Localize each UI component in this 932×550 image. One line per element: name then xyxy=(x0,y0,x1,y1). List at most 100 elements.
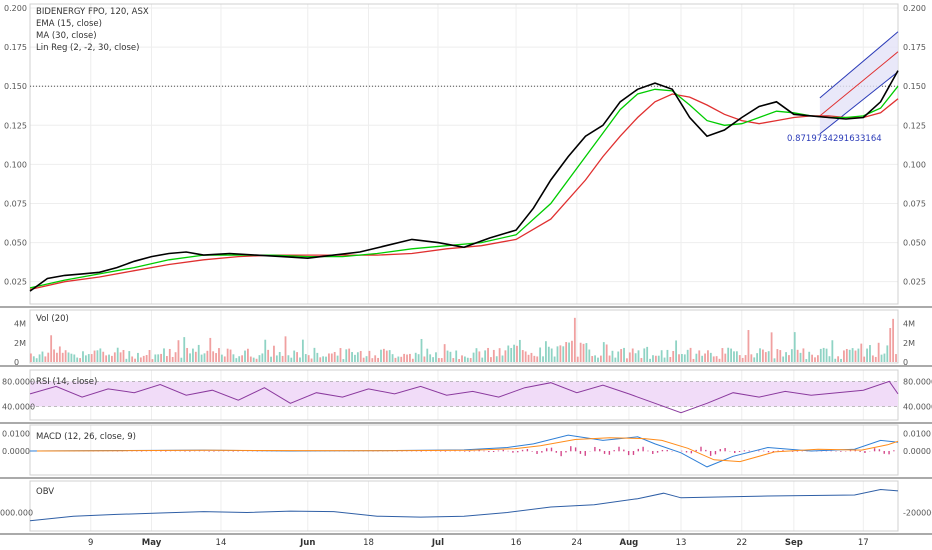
macd-histogram-bar xyxy=(883,451,885,454)
volume-bar xyxy=(461,355,463,362)
volume-bar xyxy=(840,358,842,362)
price-panel[interactable] xyxy=(29,31,899,292)
macd-histogram-bar xyxy=(574,447,577,452)
volume-bar xyxy=(527,354,530,362)
volume-bar xyxy=(819,348,822,362)
macd-histogram-bar xyxy=(714,451,717,455)
volume-bar xyxy=(333,351,336,362)
macd-histogram-bar xyxy=(541,451,543,453)
volume-bar xyxy=(258,355,261,362)
volume-bar xyxy=(793,332,796,362)
volume-bar xyxy=(168,348,171,362)
volume-bar xyxy=(834,358,837,362)
volume-bar xyxy=(767,351,770,362)
volume-bar xyxy=(831,340,834,362)
volume-bar xyxy=(122,349,125,362)
volume-bar xyxy=(64,350,67,362)
macd-histogram-bar xyxy=(454,450,456,452)
volume-bar xyxy=(128,351,131,362)
x-tick-label: May xyxy=(142,538,162,548)
volume-bar xyxy=(354,354,356,362)
volume-bar xyxy=(426,348,429,362)
volume-bar xyxy=(356,352,359,362)
volume-bar xyxy=(634,353,637,362)
volume-panel[interactable] xyxy=(30,317,897,362)
volume-bar xyxy=(547,346,550,362)
volume-bar xyxy=(718,358,721,362)
volume-bar xyxy=(362,357,365,362)
volume-bar xyxy=(559,345,562,362)
macd-histogram-bar xyxy=(565,451,567,453)
volume-bar xyxy=(455,350,458,362)
volume-bar xyxy=(654,355,657,362)
volume-bar xyxy=(310,358,313,362)
volume-bar xyxy=(649,358,651,362)
volume-bar xyxy=(683,354,686,362)
volume-bar xyxy=(319,357,322,362)
macd-histogram-bar xyxy=(709,451,712,456)
y-tick-label-right: 0.075 xyxy=(903,199,926,208)
volume-bar xyxy=(620,349,623,362)
volume-bar xyxy=(550,348,553,362)
volume-bar xyxy=(420,338,423,362)
legend-ema: EMA (15, close) xyxy=(36,19,102,29)
volume-bar xyxy=(148,350,151,362)
volume-bar xyxy=(877,342,880,362)
macd-histogram-bar xyxy=(840,451,842,452)
macd-histogram-bar xyxy=(782,450,784,452)
volume-bar xyxy=(304,354,307,362)
y-tick-label-left: 0.100 xyxy=(4,160,27,169)
volume-bar xyxy=(348,348,351,362)
x-axis-ticks: 9 May 14 Jun 18 Jul 16 24 Aug 13 22 Sep 17 xyxy=(88,538,869,548)
volume-bar xyxy=(296,352,298,362)
volume-bar xyxy=(400,356,403,362)
y-tick-label-right: 0.025 xyxy=(903,278,926,287)
macd-histogram-bar xyxy=(603,451,606,454)
volume-bar xyxy=(93,350,96,362)
legend-rsi: RSI (14, close) xyxy=(36,377,97,387)
volume-bar xyxy=(56,352,58,362)
volume-bar xyxy=(313,347,316,362)
volume-bar xyxy=(194,351,197,362)
rsi-panel[interactable] xyxy=(29,380,899,414)
volume-bar xyxy=(67,352,70,362)
macd-histogram-bar xyxy=(497,450,500,452)
obv-panel[interactable] xyxy=(29,488,899,522)
y-tick-label-right: 0.200 xyxy=(903,4,926,13)
volume-bar xyxy=(530,352,533,362)
volume-bar xyxy=(365,356,368,362)
volume-bar xyxy=(776,349,779,362)
volume-bar xyxy=(759,348,761,362)
volume-bar xyxy=(466,357,469,362)
legend-ma: MA (30, close) xyxy=(36,31,97,41)
volume-bar xyxy=(388,350,391,362)
linreg-channel-fill xyxy=(819,31,898,134)
macd-histogram-bar xyxy=(849,450,852,452)
volume-bar xyxy=(215,353,217,362)
volume-bar xyxy=(490,357,492,362)
macd-histogram-bar xyxy=(478,450,480,452)
volume-bar xyxy=(542,356,544,362)
macd-histogram-bar xyxy=(488,451,490,453)
macd-histogram-bar xyxy=(521,449,524,452)
volume-bar xyxy=(397,356,400,362)
volume-bar xyxy=(32,356,35,362)
macd-histogram-bar xyxy=(681,450,683,452)
linreg-lower xyxy=(819,71,899,135)
macd-histogram-bar xyxy=(724,448,726,452)
macd-histogram-bar xyxy=(531,451,533,452)
y-tick-label-right: 4M xyxy=(903,320,915,329)
volume-bar xyxy=(96,350,99,362)
volume-bar xyxy=(802,348,805,362)
macd-panel[interactable] xyxy=(29,434,899,468)
volume-bar xyxy=(82,351,84,362)
macd-histogram-bar xyxy=(632,451,635,455)
volume-bar xyxy=(646,346,649,362)
macd-histogram-bar xyxy=(599,448,601,452)
macd-histogram-bar xyxy=(719,449,721,452)
linreg-annotation: 0.8719734291633164 xyxy=(787,134,882,144)
volume-bar xyxy=(516,345,518,362)
volume-bar xyxy=(177,340,180,362)
volume-bar xyxy=(30,353,32,362)
volume-bar xyxy=(623,347,625,362)
